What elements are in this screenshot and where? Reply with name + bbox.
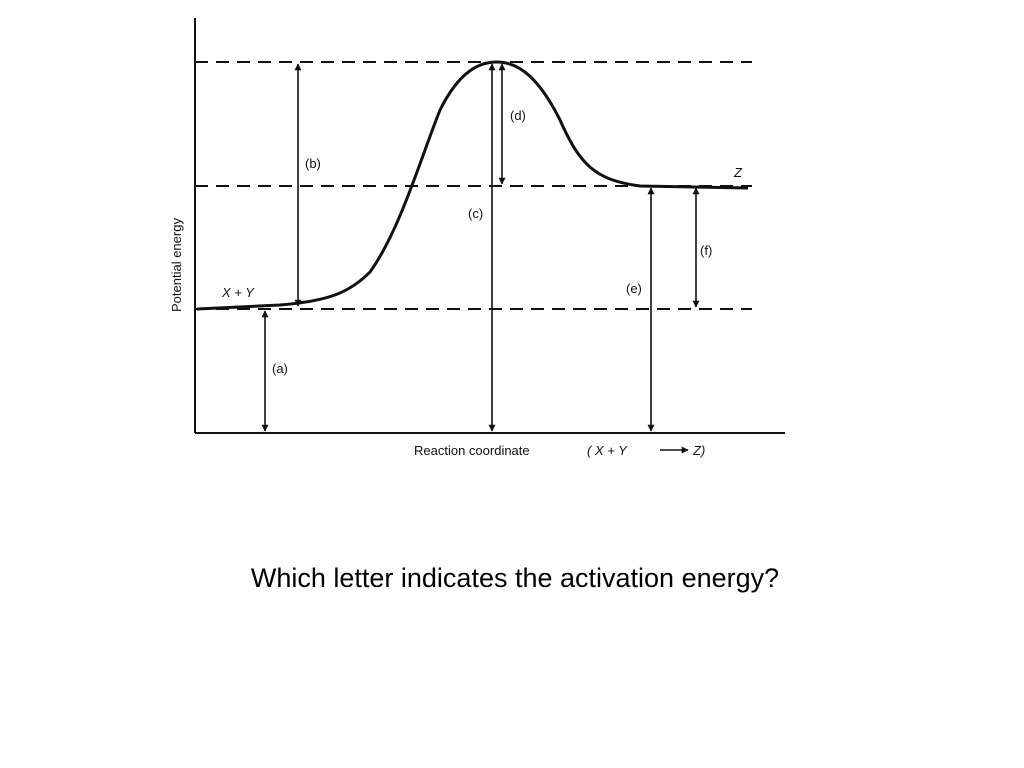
question-text: Which letter indicates the activation en… [250, 563, 780, 593]
energy-curve [196, 60, 749, 311]
energy-diagram: (a) (b) (c) (d) (e) (f) X + Y Z Potentia… [169, 18, 785, 458]
x-axis-label: Reaction coordinate [414, 443, 530, 458]
reactants-label: X + Y [221, 285, 255, 300]
x-axis-equation-reactants: X + Y [594, 443, 628, 458]
x-axis-equation-open: ( [587, 443, 593, 458]
label-a: (a) [272, 361, 288, 376]
label-f: (f) [700, 243, 712, 258]
y-axis-label: Potential energy [169, 218, 184, 312]
label-c: (c) [468, 206, 483, 221]
label-e: (e) [626, 281, 642, 296]
product-label: Z [733, 165, 743, 180]
label-d: (d) [510, 108, 526, 123]
x-axis-equation-product: Z) [692, 443, 705, 458]
label-b: (b) [305, 156, 321, 171]
